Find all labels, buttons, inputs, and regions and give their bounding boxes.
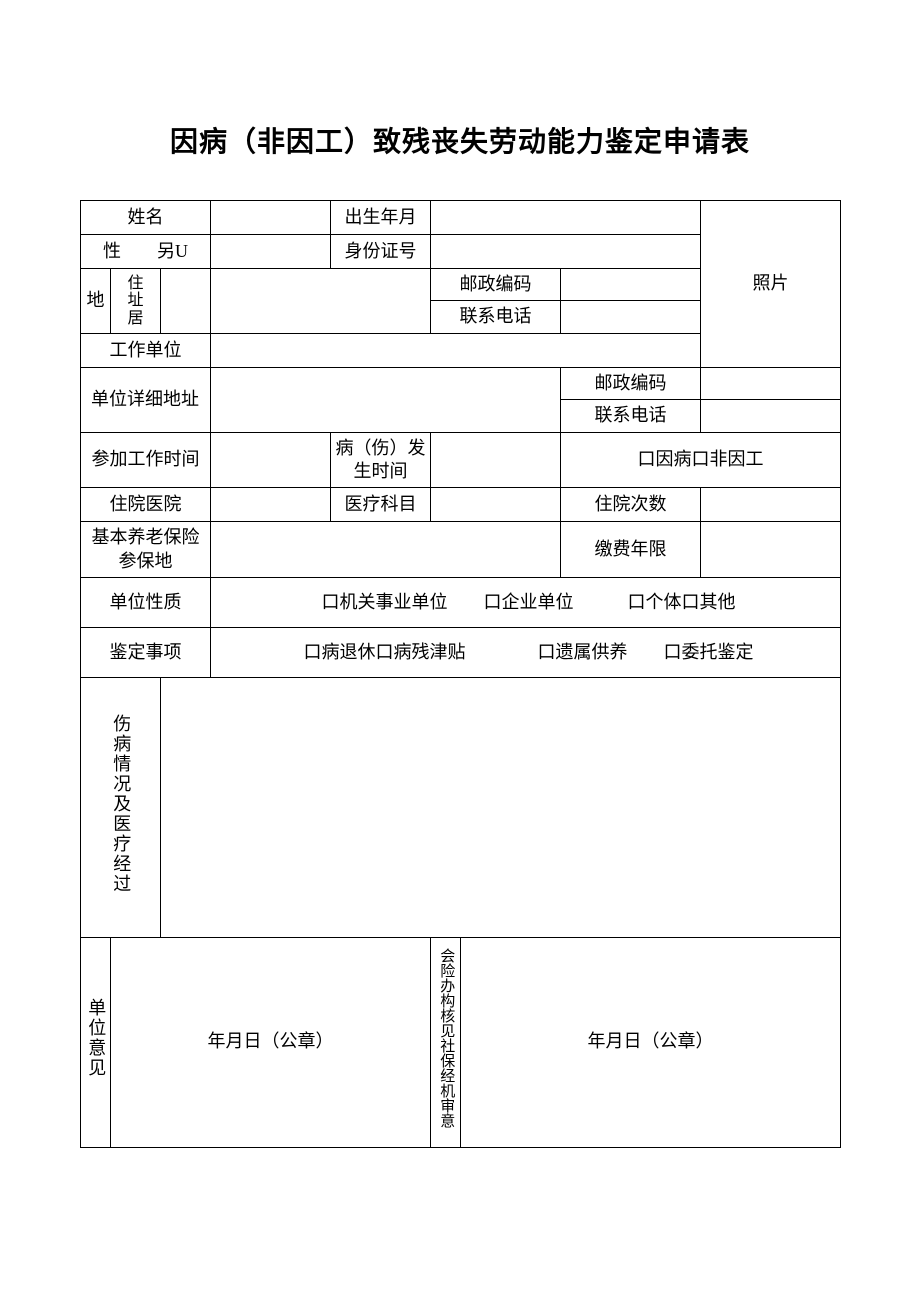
- field-unit-nature[interactable]: 口机关事业单位 口企业单位 口个体口其他: [211, 578, 841, 628]
- application-form-table: 姓名 出生年月 照片 性 另U 身份证号 地 住 址 居: [80, 200, 841, 1148]
- field-unit-addr[interactable]: [211, 367, 561, 432]
- label-injury-time: 病（伤）发生时间: [331, 432, 431, 488]
- label-work-unit: 工作单位: [81, 333, 211, 367]
- addr-mid-bot: 居: [127, 310, 143, 328]
- label-addr-left: 地: [81, 269, 111, 334]
- label-work-start-text: 参加工作时间: [83, 448, 208, 471]
- label-birth: 出生年月: [331, 201, 431, 235]
- document-page: 因病（非因工）致残丧失劳动能力鉴定申请表 姓名 出生年月 照片 性 另U: [0, 0, 920, 1208]
- photo-box[interactable]: 照片: [701, 201, 841, 368]
- field-injury-type[interactable]: 口因病口非因工: [561, 432, 841, 488]
- label-unit-opinion: 单位意见: [81, 938, 111, 1148]
- label-pension-loc: 基本养老保险参保地: [81, 522, 211, 578]
- label-unit-nature: 单位性质: [81, 578, 211, 628]
- field-phone[interactable]: [561, 301, 701, 333]
- field-name[interactable]: [211, 201, 331, 235]
- label-hospital: 住院医院: [81, 488, 211, 522]
- field-birth[interactable]: [431, 201, 701, 235]
- field-hospital[interactable]: [211, 488, 331, 522]
- label-unit-addr-text: 单位详细地址: [83, 388, 208, 411]
- label-addr-right: [161, 269, 211, 334]
- field-unit-opinion[interactable]: 年月日（公章）: [111, 938, 431, 1148]
- field-idno[interactable]: [431, 235, 701, 269]
- label-phone: 联系电话: [431, 301, 561, 333]
- label-appraisal: 鉴定事项: [81, 628, 211, 678]
- label-agency-opinion-text: 会险办构核见社保经机审意: [436, 948, 456, 1128]
- field-postal[interactable]: [561, 269, 701, 301]
- label-work-start: 参加工作时间: [81, 432, 211, 488]
- label-pay-years: 缴费年限: [561, 522, 701, 578]
- field-sex[interactable]: [211, 235, 331, 269]
- label-hosp-times: 住院次数: [561, 488, 701, 522]
- agency-date-seal: 年月日（公章）: [463, 1030, 838, 1053]
- label-injury-time-text: 病（伤）发生时间: [333, 437, 428, 484]
- label-sex: 性 另U: [81, 235, 211, 269]
- label-idno: 身份证号: [331, 235, 431, 269]
- label-dept: 医疗科目: [331, 488, 431, 522]
- label-unit-opinion-text: 单位意见: [84, 998, 107, 1078]
- field-unit-postal[interactable]: [701, 367, 841, 399]
- field-injury-time[interactable]: [431, 432, 561, 488]
- field-work-unit[interactable]: [211, 333, 701, 367]
- label-agency-opinion: 会险办构核见社保经机审意: [431, 938, 461, 1148]
- field-dept[interactable]: [431, 488, 561, 522]
- field-work-start[interactable]: [211, 432, 331, 488]
- field-addr[interactable]: [211, 269, 431, 334]
- field-unit-phone[interactable]: [701, 400, 841, 432]
- label-unit-postal: 邮政编码: [561, 367, 701, 399]
- field-hosp-times[interactable]: [701, 488, 841, 522]
- field-pay-years[interactable]: [701, 522, 841, 578]
- label-pension-loc-text: 基本养老保险参保地: [83, 526, 208, 573]
- field-pension-loc[interactable]: [211, 522, 561, 578]
- addr-mid-mid: 址: [127, 292, 143, 310]
- label-unit-phone: 联系电话: [561, 400, 701, 432]
- label-addr-mid: 住 址 居: [111, 269, 161, 334]
- addr-mid-top: 住: [127, 275, 143, 293]
- label-history: 伤病情况及医疗经过: [81, 678, 161, 938]
- label-name: 姓名: [81, 201, 211, 235]
- label-postal: 邮政编码: [431, 269, 561, 301]
- field-agency-opinion[interactable]: 年月日（公章）: [461, 938, 841, 1148]
- label-unit-addr: 单位详细地址: [81, 367, 211, 432]
- label-history-text: 伤病情况及医疗经过: [109, 714, 132, 894]
- unit-date-seal: 年月日（公章）: [113, 1030, 428, 1053]
- form-title: 因病（非因工）致残丧失劳动能力鉴定申请表: [80, 120, 840, 160]
- field-history[interactable]: [161, 678, 841, 938]
- field-appraisal[interactable]: 口病退休口病残津贴 口遗属供养 口委托鉴定: [211, 628, 841, 678]
